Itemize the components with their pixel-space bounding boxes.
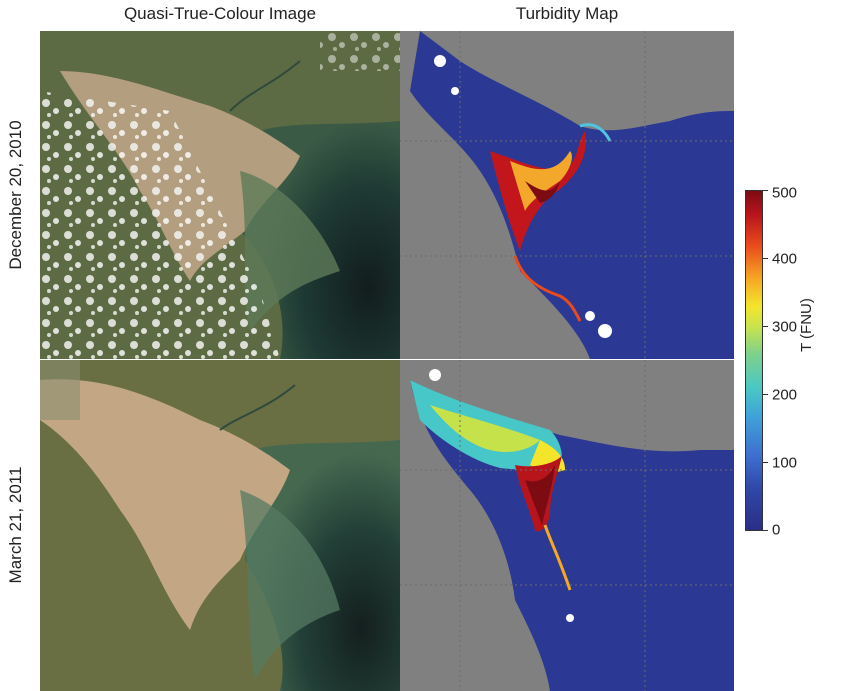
colorbar-label-100: 100 — [772, 454, 798, 472]
column-title-turbidity-map: Turbidity Map — [515, 4, 619, 23]
colorbar-label-300: 300 — [772, 318, 798, 336]
colorbar-tick-400 — [763, 258, 768, 259]
turbidity-colorbar — [745, 190, 763, 531]
colorbar-tick-100 — [763, 462, 768, 463]
row-title-march-2011: March 21, 2011 — [6, 466, 25, 584]
colorbar-label-0: 0 — [772, 521, 781, 539]
true-colour-image-march-2011 — [40, 360, 400, 691]
row-title-december-2010: December 20, 2010 — [6, 120, 25, 270]
colorbar-label-500: 500 — [772, 184, 798, 202]
colorbar-tick-500 — [763, 190, 768, 191]
turbidity-map-december-2010 — [400, 31, 734, 359]
colorbar-label-200: 200 — [772, 386, 798, 404]
colorbar-tick-300 — [763, 326, 768, 327]
colorbar-tick-0 — [763, 530, 768, 531]
colorbar-axis-label: T (FNU) — [798, 298, 815, 352]
colorbar-label-400: 400 — [772, 250, 798, 268]
colorbar-tick-200 — [763, 394, 768, 395]
true-colour-image-december-2010 — [40, 31, 400, 359]
turbidity-map-march-2011 — [400, 360, 734, 691]
column-title-true-colour: Quasi-True-Colour Image — [123, 4, 317, 23]
